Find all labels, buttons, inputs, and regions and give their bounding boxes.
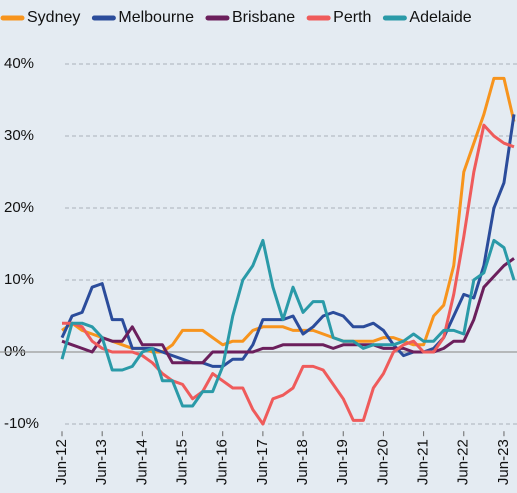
y-tick-label: 40% [4,55,34,72]
x-tick-label: Jun-14 [133,439,150,485]
x-tick-label: Jun-21 [415,439,432,485]
series-line [62,123,515,426]
legend-label: Adelaide [409,9,471,26]
series-line [61,76,516,354]
legend-label: Sydney [27,9,80,26]
x-tick-label: Jun-19 [334,439,351,485]
y-tick-label: -10% [4,415,39,432]
x-tick-label: Jun-17 [254,439,271,485]
x-tick-label: Jun-18 [294,439,311,485]
series-line [61,257,515,365]
y-tick-label: 30% [4,127,34,144]
legend-label: Melbourne [118,9,194,26]
x-tick-label: Jun-23 [495,439,512,485]
legend: Sydney Melbourne Brisbane Perth Adelaide [0,9,472,26]
x-tick-label: Jun-20 [374,439,391,485]
y-tick-label: 20% [4,199,34,216]
x-tick-label: Jun-15 [174,439,191,485]
x-tick-label: Jun-16 [214,439,231,485]
x-tick-label: Jun-22 [455,439,472,485]
x-tick-label: Jun-13 [93,439,110,485]
legend-label: Perth [333,9,371,26]
series-line [60,238,516,408]
y-tick-label: 10% [4,271,34,288]
x-tick-label: Jun-12 [53,439,70,485]
legend-label: Brisbane [232,9,295,26]
